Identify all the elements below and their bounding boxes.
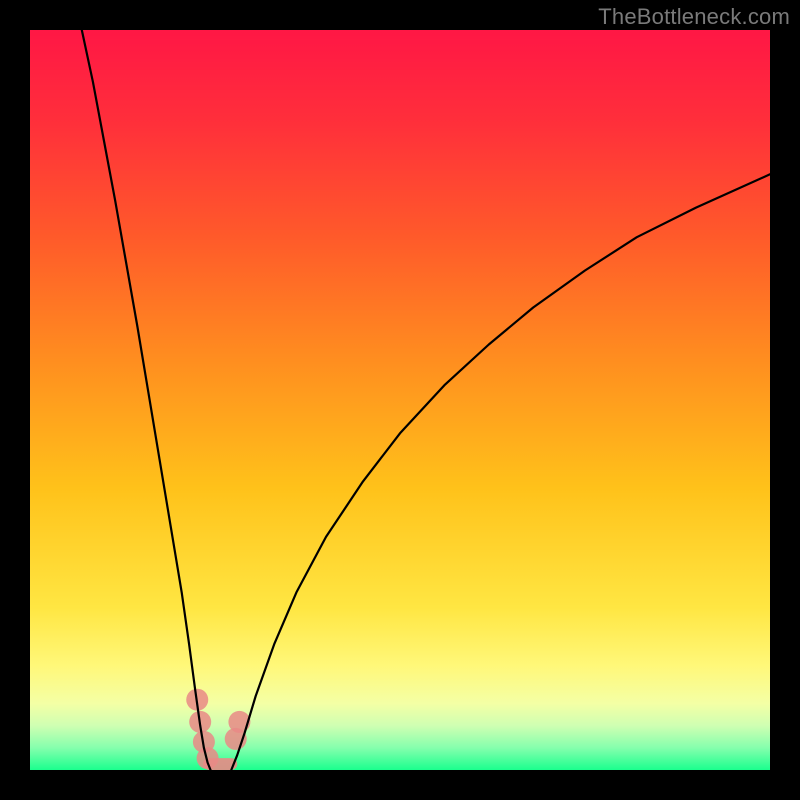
plot-area bbox=[30, 30, 770, 770]
bottleneck-chart bbox=[0, 0, 800, 800]
watermark-text: TheBottleneck.com bbox=[598, 4, 790, 30]
gradient-background bbox=[30, 30, 770, 770]
